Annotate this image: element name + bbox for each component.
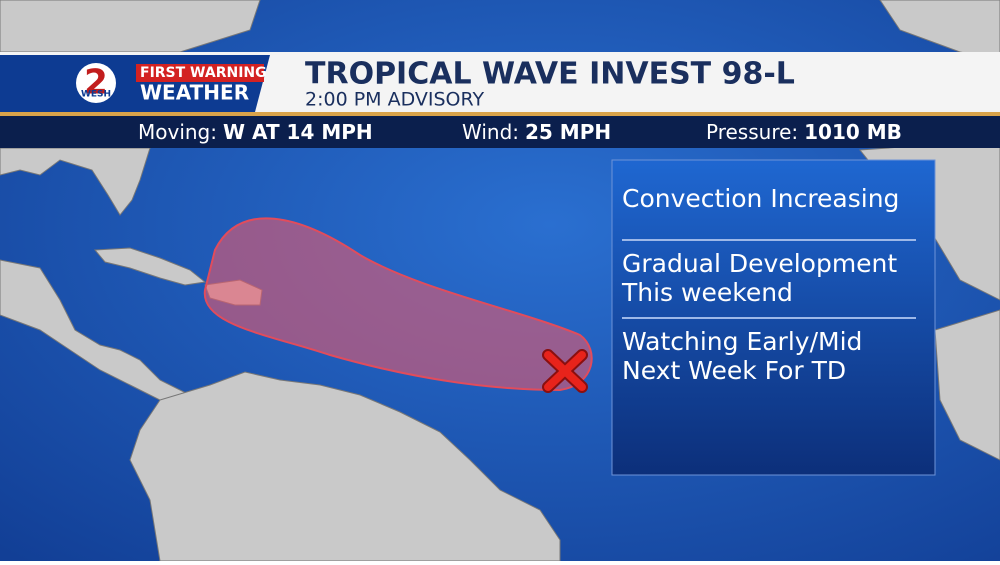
stat-value: W AT 14 MPH	[223, 120, 373, 144]
logo-station: WESH	[81, 90, 111, 100]
panel-item-line: Watching Early/Mid	[622, 327, 862, 356]
x-marker	[544, 351, 586, 391]
panel-item-line: Next Week For TD	[622, 356, 846, 385]
logo-channel: 2	[84, 63, 108, 103]
panel-items: Convection Increasing Gradual Development…	[621, 184, 916, 385]
header-rule	[0, 112, 1000, 116]
panel-item-line: Convection Increasing	[622, 184, 899, 213]
stats: Moving: W AT 14 MPH Wind: 25 MPH Pressure: 10…	[138, 120, 902, 144]
development-area	[203, 217, 593, 392]
subtitle: 2:00 PM ADVISORY	[305, 89, 484, 111]
title: TROPICAL WAVE INVEST 98-L	[305, 57, 795, 92]
logo-badge	[76, 63, 116, 103]
stat-label: Pressure:	[706, 120, 798, 144]
stat-value: 1010 MB	[804, 120, 902, 144]
stat: Pressure: 1010 MB	[706, 120, 902, 144]
panel-item-line: This weekend	[621, 278, 793, 307]
stats-bar	[0, 116, 1000, 148]
logo-brand-top: FIRST WARNING	[140, 65, 267, 81]
stat: Wind: 25 MPH	[462, 120, 611, 144]
header: 2 WESH FIRST WARNING WEATHER TROPICAL WA…	[0, 52, 1000, 116]
stat-label: Wind:	[462, 120, 519, 144]
brand-band	[136, 64, 264, 82]
stat-value: 25 MPH	[525, 120, 611, 144]
panel-item-line: Gradual Development	[622, 249, 897, 278]
stat: Moving: W AT 14 MPH	[138, 120, 373, 144]
stat-label: Moving:	[138, 120, 217, 144]
logo-brand-bottom: WEATHER	[140, 81, 249, 105]
